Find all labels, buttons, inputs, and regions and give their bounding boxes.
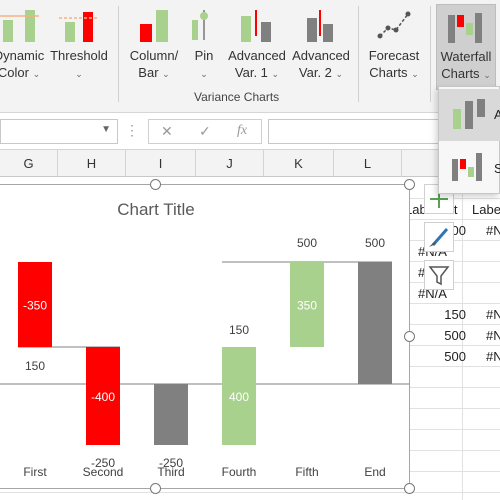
cell-m-row[interactable]: 150: [444, 307, 466, 322]
waterfall-option-icon: [453, 99, 485, 129]
ribbon-separator: [430, 6, 431, 102]
total-label: 150: [229, 323, 249, 337]
chart-styles-button[interactable]: [424, 222, 454, 252]
dynamic-color-button[interactable]: DynamicColor ⌄: [0, 0, 52, 95]
pin-button[interactable]: Pin ⌄: [186, 0, 222, 95]
resize-handle[interactable]: [404, 179, 415, 190]
dynamic-color-icon: [0, 10, 39, 42]
bar-first: [18, 262, 52, 347]
column-header-g[interactable]: G: [0, 150, 58, 177]
cell-n-header[interactable]: Labe: [472, 202, 500, 217]
category-label: Third: [157, 465, 184, 479]
total-label: -250: [91, 456, 115, 470]
cancel-icon[interactable]: ✕: [161, 123, 173, 139]
column-header-j[interactable]: J: [196, 150, 264, 177]
category-label: Second: [83, 465, 124, 479]
grid-line: [0, 492, 500, 493]
resize-handle[interactable]: [404, 331, 415, 342]
waterfall-charts-button[interactable]: Waterfall Charts ⌄: [436, 4, 496, 90]
insert-function-icon[interactable]: fx: [237, 123, 248, 138]
cell-n-row[interactable]: #N: [486, 328, 500, 343]
total-label: 500: [365, 236, 385, 250]
resize-handle[interactable]: [404, 483, 415, 494]
waterfall-icon: [448, 13, 482, 43]
bar-end: [358, 262, 392, 384]
bar-data-label: 350: [297, 299, 317, 313]
more-icon: ⋮: [125, 122, 139, 138]
bar-fourth: [222, 347, 256, 445]
category-label: End: [364, 465, 385, 479]
filter-icon: [428, 266, 450, 286]
name-box[interactable]: ▼: [0, 119, 118, 144]
waterfall-option-label: S: [494, 161, 500, 176]
waterfall-chart[interactable]: Chart Title -350 -400 400 350 150 -250 -250 150…: [0, 184, 410, 489]
category-label: First: [23, 465, 47, 479]
chart-plot: Chart Title -350 -400 400 350 150 -250 -250 150…: [0, 200, 409, 479]
waterfall-dropdown: A S: [438, 86, 500, 194]
column-header-l[interactable]: L: [334, 150, 402, 177]
category-label: Fifth: [295, 465, 318, 479]
cell-n-row[interactable]: #N: [486, 223, 500, 238]
cell-n-row[interactable]: #N: [486, 349, 500, 364]
bar-second: [86, 347, 120, 445]
waterfall-option-label: A: [494, 107, 500, 122]
advanced-var2-icon: [307, 10, 333, 42]
waterfall-option-1[interactable]: A: [439, 89, 500, 141]
total-label: 500: [297, 236, 317, 250]
chart-title[interactable]: Chart Title: [117, 200, 194, 219]
column-header-h[interactable]: H: [58, 150, 126, 177]
enter-icon[interactable]: ✓: [199, 123, 211, 139]
resize-handle[interactable]: [150, 179, 161, 190]
formula-bar: ▼ ⋮ ✕ ✓ fx: [0, 113, 500, 150]
resize-handle[interactable]: [150, 483, 161, 494]
total-label: 150: [25, 359, 45, 373]
pin-icon: [192, 10, 208, 40]
column-header-k[interactable]: K: [264, 150, 334, 177]
ribbon-separator: [118, 6, 119, 102]
column-bar-icon: [140, 10, 168, 42]
waterfall-option-2[interactable]: S: [439, 143, 500, 195]
cell-m-row[interactable]: 500: [444, 328, 466, 343]
ribbon: DynamicColor ⌄ Threshold⌄ Column/Bar ⌄ P…: [0, 0, 500, 113]
column-bar-button[interactable]: Column/Bar ⌄: [124, 0, 184, 95]
group-label-variance-charts: Variance Charts: [194, 90, 280, 104]
advanced-var1-button[interactable]: Advanced Var. 1 ⌄: [226, 0, 288, 95]
cell-m-row[interactable]: 500: [444, 349, 466, 364]
threshold-button[interactable]: Threshold ⌄: [50, 0, 108, 95]
forecast-charts-button[interactable]: Forecast Charts ⌄: [362, 0, 426, 95]
category-label: Fourth: [222, 465, 257, 479]
chevron-down-icon[interactable]: ▼: [101, 124, 111, 135]
chart-filters-button[interactable]: [424, 260, 454, 290]
bar-data-label: -350: [23, 299, 47, 313]
advanced-var2-button[interactable]: Advanced Var. 2 ⌄: [290, 0, 352, 95]
bar-data-label: -400: [91, 390, 115, 404]
waterfall-option-icon: [452, 153, 482, 181]
bar-data-label: 400: [229, 390, 249, 404]
advanced-var1-icon: [241, 10, 271, 42]
ribbon-separator: [358, 6, 359, 102]
brush-icon: [429, 228, 449, 247]
grid-line: [462, 177, 463, 500]
column-header-i[interactable]: I: [126, 150, 196, 177]
threshold-icon: [59, 12, 99, 42]
forecast-icon: [377, 11, 411, 39]
cell-n-row[interactable]: #N: [486, 307, 500, 322]
total-label: -250: [159, 456, 183, 470]
bar-third: [154, 384, 188, 445]
formula-buttons: ✕ ✓ fx: [148, 119, 262, 144]
bar-fifth: [290, 262, 324, 347]
